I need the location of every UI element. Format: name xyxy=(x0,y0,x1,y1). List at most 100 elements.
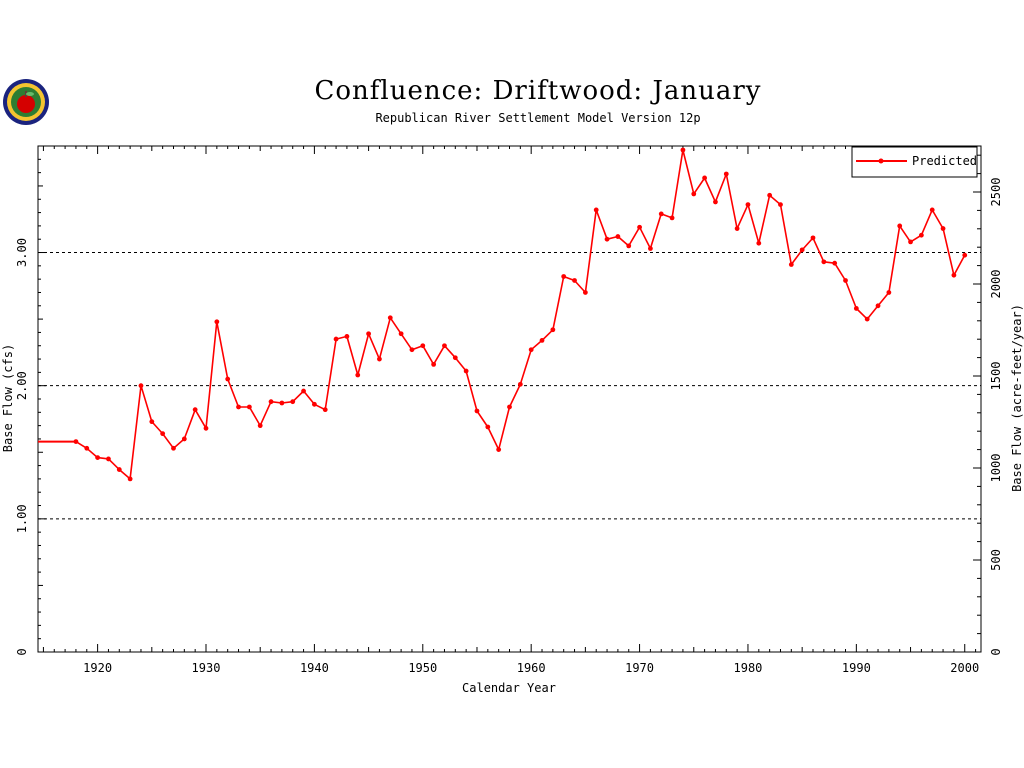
data-point xyxy=(626,243,632,249)
data-point xyxy=(181,436,187,442)
x-tick-label: 1960 xyxy=(517,661,546,675)
data-point xyxy=(897,223,903,229)
data-point xyxy=(387,315,393,321)
y-tick-label-right: 0 xyxy=(989,648,1003,655)
data-point xyxy=(929,207,935,213)
agency-seal-logo xyxy=(2,78,50,126)
data-point xyxy=(268,399,274,405)
data-point xyxy=(810,235,816,241)
data-point xyxy=(409,347,415,353)
data-point xyxy=(734,226,740,231)
x-tick-label: 1930 xyxy=(192,661,221,675)
data-point xyxy=(864,316,870,322)
y-axis-right-label: Base Flow (acre-feet/year) xyxy=(1010,304,1024,492)
data-point xyxy=(507,404,512,410)
data-point xyxy=(832,260,838,266)
data-point xyxy=(301,388,306,394)
y-tick-label-right: 1500 xyxy=(989,362,1003,391)
data-point xyxy=(962,252,968,258)
data-point xyxy=(658,211,664,217)
data-point xyxy=(398,331,404,337)
legend-marker-swatch xyxy=(878,158,884,164)
data-point xyxy=(951,272,957,278)
data-point xyxy=(203,425,209,431)
data-point xyxy=(908,239,913,245)
data-point xyxy=(225,376,231,382)
data-point xyxy=(821,259,827,265)
data-point xyxy=(116,467,122,472)
series-predicted xyxy=(38,147,968,482)
plot-frame xyxy=(37,145,982,653)
data-point xyxy=(355,372,361,378)
legend: Predicted xyxy=(851,146,978,178)
data-point xyxy=(214,319,220,325)
y-tick-label-right: 500 xyxy=(989,549,1003,571)
x-tick-label: 1950 xyxy=(408,661,437,675)
data-point xyxy=(290,399,296,405)
y-axis-left-label: Base Flow (cfs) xyxy=(1,344,15,452)
data-point xyxy=(420,343,426,349)
data-point xyxy=(680,147,686,153)
y-axis-right: 0 500 1000 1500 2000 2500 xyxy=(973,154,1003,656)
data-point xyxy=(528,347,534,353)
x-axis-label: Calendar Year xyxy=(462,681,556,695)
data-point xyxy=(788,262,794,267)
data-point xyxy=(138,383,144,389)
data-point xyxy=(149,419,155,425)
x-tick-label: 1940 xyxy=(300,661,329,675)
data-point xyxy=(799,247,805,253)
data-point xyxy=(572,278,577,283)
data-point xyxy=(485,424,491,430)
data-point xyxy=(236,404,241,410)
chart-title: Confluence: Driftwood: January xyxy=(314,76,762,106)
data-point xyxy=(918,232,924,238)
data-point xyxy=(127,476,133,482)
data-point xyxy=(496,447,502,452)
data-point xyxy=(723,171,729,177)
data-point xyxy=(648,246,653,251)
data-point xyxy=(279,400,285,406)
data-point xyxy=(246,404,252,410)
y-tick-label-right: 2000 xyxy=(989,270,1003,299)
data-point xyxy=(73,439,79,445)
data-point xyxy=(582,290,588,295)
series-line-predicted xyxy=(75,149,966,480)
data-point xyxy=(615,234,621,239)
data-point xyxy=(539,338,545,343)
y-tick-label-left: 1.00 xyxy=(15,504,29,533)
data-point xyxy=(442,343,447,349)
data-point xyxy=(886,290,892,295)
chart-subtitle: Republican River Settlement Model Versio… xyxy=(375,111,701,125)
data-point xyxy=(593,207,599,213)
data-point xyxy=(604,236,610,242)
data-point xyxy=(95,455,101,460)
y-tick-label-left: 0 xyxy=(15,648,29,655)
x-tick-label: 1980 xyxy=(734,661,763,675)
data-point xyxy=(853,306,859,311)
x-tick-label: 1920 xyxy=(83,661,112,675)
data-point xyxy=(463,368,469,374)
data-point xyxy=(875,303,881,309)
y-tick-label-right: 2500 xyxy=(989,178,1003,207)
data-point xyxy=(517,381,523,387)
data-point xyxy=(192,407,198,413)
data-point xyxy=(431,361,437,367)
y-tick-label-right: 1000 xyxy=(989,454,1003,483)
data-point xyxy=(550,327,556,333)
data-point xyxy=(106,456,111,462)
data-point xyxy=(366,331,371,337)
data-point xyxy=(171,445,176,451)
data-point xyxy=(713,199,718,205)
data-point xyxy=(691,191,697,197)
data-point xyxy=(160,431,166,437)
data-point xyxy=(333,336,339,342)
legend-label-predicted: Predicted xyxy=(912,154,977,168)
data-point xyxy=(311,401,317,407)
data-point xyxy=(84,445,90,451)
data-point xyxy=(669,215,675,221)
data-point xyxy=(767,192,773,198)
data-point xyxy=(344,334,350,339)
data-point xyxy=(702,175,708,181)
x-tick-label: 2000 xyxy=(950,661,979,675)
